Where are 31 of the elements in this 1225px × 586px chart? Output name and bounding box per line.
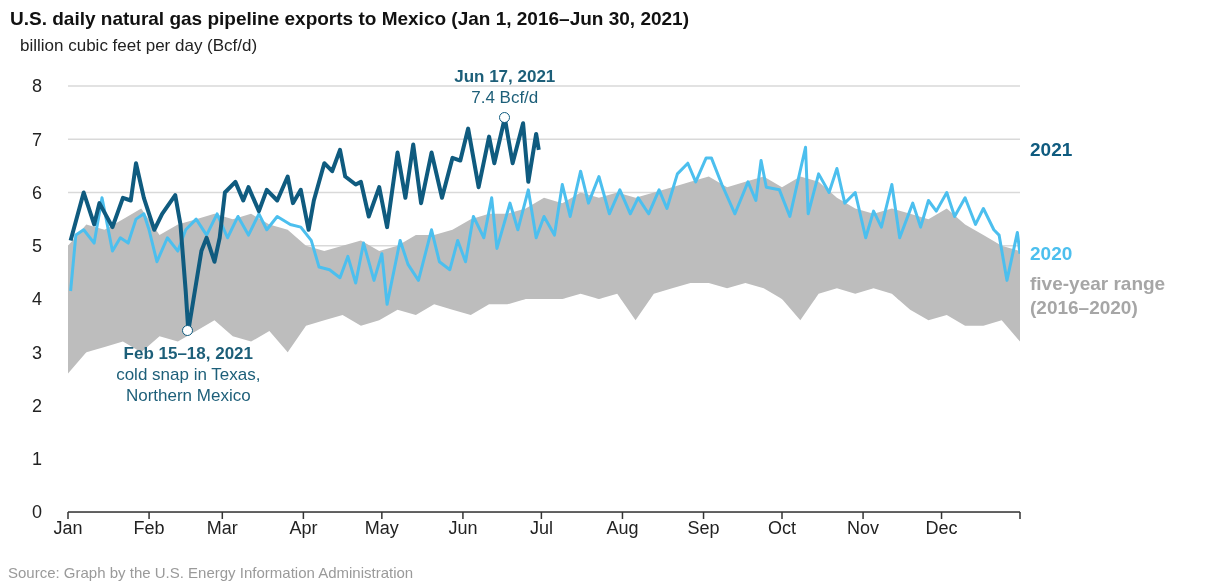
x-tick-label: Apr (289, 517, 318, 538)
x-tick-label: Nov (847, 517, 880, 538)
x-tick-label: Sep (687, 517, 720, 538)
annotation: Jun 17, 2021 (453, 65, 557, 87)
x-tick-label: Oct (767, 517, 797, 538)
x-tick-label: Dec (925, 517, 958, 538)
annotation: 7.4 Bcf/d (470, 86, 540, 108)
series-label: five-year range (2016–2020) (1030, 272, 1167, 321)
y-tick-label: 1 (32, 449, 43, 470)
annotation: Feb 15–18, 2021 (122, 342, 255, 364)
y-axis-title: billion cubic feet per day (Bcf/d) (20, 36, 258, 56)
y-tick-label: 2 (32, 395, 43, 416)
y-tick-label: 4 (32, 289, 43, 310)
chart-title: U.S. daily natural gas pipeline exports to Mexico (Jan 1, 2016–Jun 30, 2021) (10, 8, 689, 30)
y-tick-label: 8 (32, 76, 43, 97)
y-tick-label: 7 (32, 129, 43, 150)
y-tick-label: 0 (32, 502, 43, 523)
x-tick-label: Jan (53, 517, 83, 538)
x-tick-label: Aug (606, 517, 639, 538)
series-label: 2020 (1030, 241, 1074, 266)
text: 2021 (1030, 137, 1074, 162)
annotation: cold snap in Texas, Northern Mexico (115, 363, 262, 406)
source-note: Source: Graph by the U.S. Energy Information Administration (8, 564, 414, 581)
x-tick-label: May (364, 517, 399, 538)
y-tick-label: 6 (32, 182, 43, 203)
x-tick-label: Jul (529, 517, 553, 538)
x-tick-label: Feb (133, 517, 165, 538)
x-tick-label: Mar (206, 517, 238, 538)
y-tick-label: 5 (32, 236, 43, 257)
y-tick-label: 3 (32, 342, 43, 363)
x-tick-label: Jun (448, 517, 478, 538)
